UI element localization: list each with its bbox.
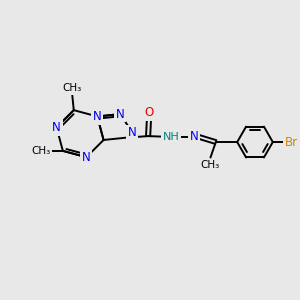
Text: CH₃: CH₃ — [63, 83, 82, 93]
Text: N: N — [116, 108, 125, 121]
Text: N: N — [93, 110, 102, 123]
Text: Br: Br — [285, 136, 298, 148]
Text: N: N — [190, 130, 199, 143]
Text: N: N — [52, 121, 61, 134]
Text: O: O — [144, 106, 154, 119]
Text: CH₃: CH₃ — [200, 160, 220, 170]
Text: CH₃: CH₃ — [32, 146, 51, 156]
Text: N: N — [82, 151, 91, 164]
Text: N: N — [128, 126, 137, 139]
Text: NH: NH — [163, 132, 180, 142]
